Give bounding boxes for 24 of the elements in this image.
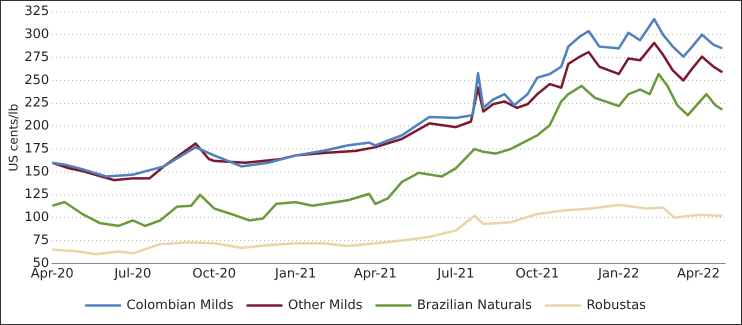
x-tick-label: Jan-22 (597, 266, 640, 282)
y-axis-title: US cents/lb (6, 104, 20, 172)
x-tick-label: Jan-21 (274, 266, 316, 282)
legend-label: Robustas (586, 298, 646, 313)
y-tick-label: 150 (24, 164, 50, 180)
legend-label: Brazilian Naturals (416, 298, 532, 313)
legend-label: Colombian Milds (126, 298, 234, 313)
legend-label: Other Milds (288, 298, 363, 313)
y-tick-label: 175 (24, 141, 50, 156)
y-tick-label: 275 (24, 50, 50, 65)
x-tick-label: Apr-22 (676, 266, 720, 282)
x-tick-label: Jul-21 (436, 266, 474, 282)
y-tick-label: 325 (24, 4, 50, 20)
y-tick-label: 225 (24, 96, 50, 111)
y-tick-label: 125 (24, 187, 50, 202)
x-tick-label: Apr-21 (354, 266, 397, 282)
x-tick-label: Oct-21 (515, 266, 560, 282)
y-tick-label: 75 (32, 232, 50, 248)
y-tick-label: 100 (24, 210, 50, 226)
y-tick-label: 300 (24, 27, 50, 42)
x-tick-label: Oct-20 (192, 266, 236, 282)
y-tick-label: 200 (24, 118, 50, 134)
y-tick-label: 250 (24, 72, 50, 88)
x-tick-label: Jul-20 (113, 266, 152, 282)
